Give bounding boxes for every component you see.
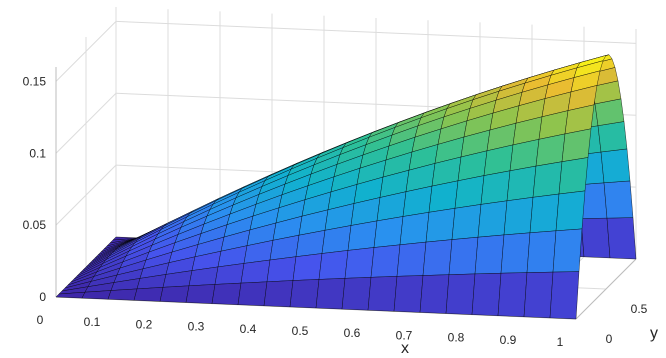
surface-patch	[529, 193, 560, 234]
surface	[55, 54, 637, 320]
surface-patch	[445, 273, 476, 315]
surface-patch	[597, 121, 628, 153]
z-tick-label: 0	[39, 290, 46, 304]
surface-patch	[289, 279, 320, 309]
surface-patch	[185, 284, 216, 304]
surface-patch	[600, 148, 631, 184]
y-axis-line	[575, 258, 637, 320]
surface-patch	[263, 280, 294, 308]
surface-patch	[532, 161, 563, 198]
surface-patch	[454, 175, 485, 209]
y-tick-label: 0.5	[631, 302, 648, 316]
surface-patch	[523, 271, 554, 319]
x-tick-label: 0	[37, 313, 44, 327]
surface-patch	[393, 275, 424, 313]
surface-patch	[561, 128, 592, 162]
surface-patch	[606, 217, 637, 260]
x-tick-label: 0.5	[292, 324, 309, 338]
z-tick-label: 0.15	[23, 74, 47, 88]
surface-patch	[503, 197, 534, 236]
x-tick-label: 0.6	[344, 326, 361, 340]
surface-patch	[367, 276, 398, 312]
x-axis-label: x	[401, 340, 409, 357]
surface-patch	[318, 250, 349, 280]
surface-patch	[555, 190, 586, 232]
x-tick-label: 0.4	[240, 322, 257, 336]
surface-patch	[315, 278, 346, 310]
surface-patch	[558, 157, 589, 195]
surface-patch	[448, 236, 479, 275]
surface-patch	[425, 208, 456, 243]
surface-patch	[552, 228, 583, 273]
surface-patch	[497, 272, 528, 318]
surface-patch	[159, 285, 190, 303]
surface-patch	[474, 234, 505, 275]
surface-patch	[422, 239, 453, 276]
surface-patch	[471, 272, 502, 316]
surface-patch	[266, 256, 297, 283]
y-tick-label: 0	[606, 332, 613, 346]
y-axis-label: y	[650, 325, 658, 342]
x-tick-label: 0.3	[188, 320, 205, 334]
surface-patch	[506, 165, 537, 202]
surface-patch	[341, 277, 372, 311]
surface-patch	[237, 281, 268, 307]
x-tick-label: 0.2	[136, 317, 153, 331]
surface-patch	[399, 212, 430, 246]
surface-patch	[344, 247, 375, 279]
surface-patch	[373, 216, 404, 248]
surface-patch	[211, 282, 242, 305]
surface-patch	[500, 232, 531, 274]
surface-patch	[396, 241, 427, 277]
surface-patch	[451, 204, 482, 240]
surface-patch	[477, 200, 508, 238]
surface-patch	[549, 271, 580, 320]
z-tick-label: 0.1	[29, 146, 46, 160]
x-tick-label: 0.9	[500, 333, 517, 347]
z-tick-label: 0.05	[23, 218, 47, 232]
x-tick-label: 0.7	[396, 328, 413, 342]
x-tick-label: 0.8	[448, 331, 465, 345]
surface-patch	[419, 274, 450, 314]
surface-patch	[603, 180, 634, 219]
surface-patch	[240, 259, 271, 284]
surface-patch	[370, 244, 401, 278]
surface-patch	[347, 220, 378, 251]
surface-patch	[292, 253, 323, 281]
x-tick-label: 1	[557, 335, 564, 349]
tick-labels: 0 0.05 0.1 0.15 0 0.1 0.2 0.3 0.4 0.5 0.6 0.7 0.8 0.9…	[23, 74, 658, 357]
x-tick-label: 0.1	[84, 315, 101, 329]
surface-patch	[107, 288, 138, 301]
surface-patch	[480, 170, 511, 205]
surface-patch	[580, 217, 611, 259]
surface-patch	[133, 287, 164, 302]
surface-patch	[214, 263, 245, 285]
surface-patch	[526, 230, 557, 273]
